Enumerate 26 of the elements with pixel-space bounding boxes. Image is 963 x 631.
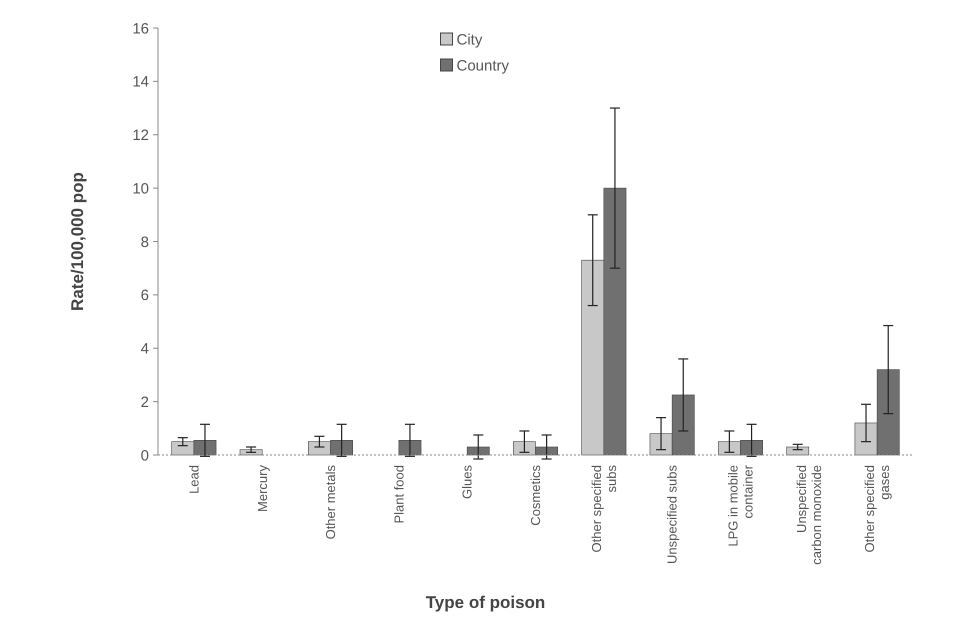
y-tick-label: 8	[140, 234, 149, 251]
x-tick-label: Mercury	[254, 464, 270, 512]
y-tick-label: 10	[132, 180, 149, 198]
x-tick-label: LPG in mobile container	[726, 464, 756, 547]
x-tick-label: Other specified subs	[588, 464, 619, 552]
x-axis-title: Type of poison	[426, 593, 546, 612]
y-tick-label: 4	[140, 340, 149, 358]
x-tick-label: Unspecified subs	[664, 464, 680, 564]
x-tick-label: Plant food	[391, 465, 406, 524]
y-tick-label: 2	[140, 394, 149, 411]
x-tick-label: Glues	[460, 464, 475, 499]
y-axis-title: Rate/100,000 pop	[68, 172, 87, 311]
bar	[466, 446, 490, 456]
bar	[786, 446, 810, 456]
x-tick-label: Other metals	[323, 464, 338, 540]
y-tick-label: 6	[140, 287, 149, 304]
y-tick-label: 16	[132, 20, 149, 38]
legend-label: Country	[456, 57, 510, 74]
y-tick-label: 0	[140, 447, 149, 464]
legend-label: City	[456, 31, 483, 48]
bar	[398, 440, 422, 456]
x-tick-label: Cosmetics	[528, 464, 544, 526]
x-tick-label: Other specified gases	[862, 464, 892, 552]
x-tick-label: Lead	[186, 465, 202, 494]
y-tick-label: 14	[132, 74, 149, 91]
y-tick-label: 12	[132, 127, 149, 144]
